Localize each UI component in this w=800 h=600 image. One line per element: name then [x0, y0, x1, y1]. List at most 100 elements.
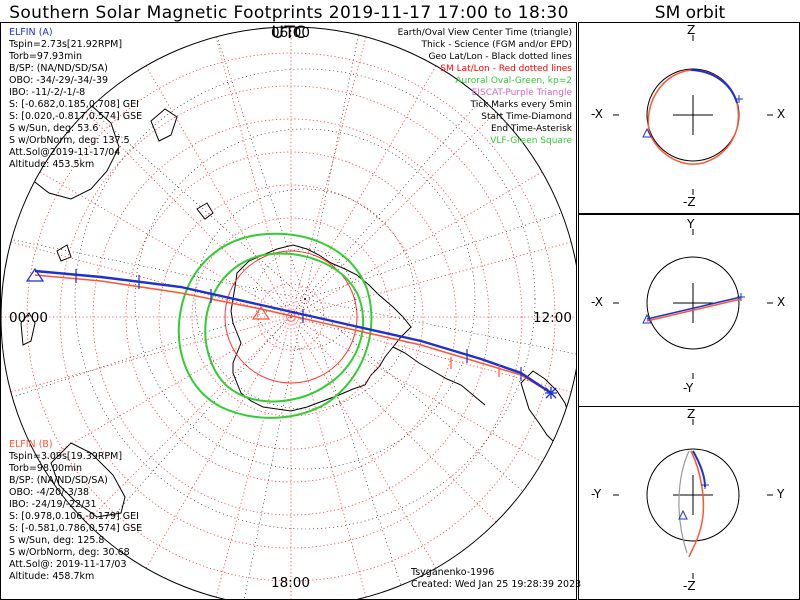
- legend-item: End Time-Asterisk: [490, 124, 572, 134]
- created-timestamp: Created: Wed Jan 25 19:28:39 2023: [411, 579, 582, 590]
- elfin-a-info-line: OBO: -34/-29/-34/-39: [9, 75, 109, 86]
- elfin-b-info-line: S w/Sun, deg: 125.8: [9, 535, 105, 546]
- sm-longitude-line: [140, 56, 292, 318]
- geo-longitude-line: [64, 86, 306, 300]
- elfin-a-sm-orbit: [690, 69, 738, 104]
- elfin-a-info-line: S: [0.020,-0.817,0.574] GSE: [9, 111, 143, 122]
- elfin-b-tick-marks: [450, 357, 500, 377]
- sm-yz-label-left: -Y: [591, 487, 602, 501]
- geo-longitude-line: [304, 298, 546, 512]
- elfin-a-info-line: IBO: -11/-2/-1/-8: [9, 87, 86, 98]
- footprint-map-panel: 06:00 00:00 12:00 18:00 ELFIN (A) Tspin=…: [0, 22, 581, 600]
- sm-orbit-panel-yz: Z -Z -Y Y: [578, 406, 800, 600]
- elfin-b-info-line: OBO: -4/20/-3/38: [9, 487, 90, 498]
- sm-yz-label-top: Z: [687, 407, 696, 421]
- legend-item: SM Lat/Lon - Red dotted lines: [440, 64, 572, 74]
- antarctic-peninsula: [392, 346, 486, 406]
- elfin-b-info-line: Torb=98.00min: [9, 463, 83, 474]
- footprint-map: [1, 26, 576, 599]
- geo-longitude-line: [202, 27, 306, 300]
- south-america-tip: [520, 370, 572, 446]
- new-zealand-outline: [150, 108, 178, 142]
- elfin-a-info: ELFIN (A) Tspin=2.73s[21.92RPM] Torb=97.…: [9, 27, 142, 171]
- sm-latitude-circle: [125, 151, 457, 483]
- elfin-b-info-line: B/SP: (NA/ND/SD/SA): [9, 475, 108, 486]
- elfin-a-info-line: B/SP: (NA/ND/SD/SA): [9, 63, 108, 74]
- sm-latitude-circle: [158, 184, 424, 450]
- sm-latitude-circle: [26, 52, 556, 582]
- sm-orbit-yz-plot: [613, 419, 773, 579]
- elfin-b-info: ELFIN (B) Tspin=3.09s[19.39RPM] Torb=98.…: [9, 439, 142, 583]
- sm-longitude-line: [1, 316, 292, 396]
- sm-latitude-circle: [92, 118, 490, 516]
- sm-longitude-line: [1, 238, 292, 318]
- mlt-label-right: 12:00: [533, 310, 572, 326]
- africa-tip: [50, 442, 126, 518]
- sm-orbit-panel-xz: Z -Z -X X: [578, 22, 800, 214]
- elfin-b-sm-orbit: [646, 298, 742, 322]
- mlt-label-top: 06:00: [271, 25, 310, 41]
- elfin-a-track: [34, 269, 552, 394]
- geo-longitude-line: [304, 298, 408, 599]
- geo-longitude-line: [1, 298, 306, 402]
- elfin-b-info-line: IBO: -24/19/-22/31: [9, 499, 97, 510]
- elfin-a-sm-start-triangle: [678, 509, 688, 520]
- geo-longitude-line: [304, 298, 576, 363]
- sm-latitude-circle: [191, 217, 391, 417]
- geo-longitude-line: [92, 298, 306, 540]
- sm-longitude-line: [212, 316, 292, 599]
- elfin-a-info-line: Att.Sol@2019-11-17/04: [9, 147, 121, 158]
- geo-longitude-line: [304, 58, 518, 300]
- legend-item: Earth/Oval View Center Time (triangle): [397, 28, 572, 38]
- elfin-a-name: ELFIN (A): [9, 27, 53, 38]
- elfin-a-sm-start-triangle: [642, 127, 652, 138]
- sm-longitude-line: [290, 316, 442, 578]
- elfin-a-sm-end-asterisk: [737, 293, 745, 301]
- legend-item: EISCAT-Purple Triangle: [471, 88, 572, 98]
- elfin-b-info-line: S: [0.978,0.106,-0.179] GEI: [9, 511, 139, 522]
- sm-latitude-circle: [224, 250, 358, 384]
- sm-xz-label-right: X: [777, 107, 786, 121]
- geo-longitude-line: [1, 235, 306, 300]
- elfin-a-sm-end-asterisk: [735, 95, 743, 103]
- southern-island-outline: [196, 202, 214, 220]
- elfin-a-info-line: Tspin=2.73s[21.92RPM]: [9, 39, 123, 50]
- sm-orbit-gray-trace: [678, 450, 690, 554]
- elfin-b-info-line: Tspin=3.09s[19.39RPM]: [9, 451, 123, 462]
- legend: Earth/Oval View Center Time (triangle) T…: [312, 27, 572, 157]
- southern-island-outline: [56, 244, 72, 262]
- mlt-label-bottom: 18:00: [271, 575, 310, 591]
- sm-xy-label-left: -X: [591, 295, 603, 309]
- model-credit: Tsyganenko-1996: [411, 567, 495, 578]
- auroral-oval-inner: [204, 252, 365, 403]
- sm-xz-label-top: Z: [687, 23, 696, 37]
- geo-longitude-line: [304, 196, 576, 300]
- legend-item: Geo Lat/Lon - Black dotted lines: [428, 52, 572, 62]
- geo-latitude-circle: [194, 188, 416, 410]
- sm-longitude-line: [290, 166, 552, 318]
- sm-orbit-xz-plot: [613, 35, 773, 195]
- sm-xz-label-left: -X: [591, 107, 603, 121]
- chart-title: Southern Solar Magnetic Footprints 2019-…: [9, 3, 569, 43]
- sm-orbit-panel-xy: Y -Y -X X: [578, 214, 800, 407]
- sm-latitude-circle: [59, 85, 523, 549]
- sm-xy-label-right: X: [777, 295, 786, 309]
- sm-longitude-line: [290, 238, 576, 318]
- elfin-a-info-line: S: [-0.682,0.185,0.708] GEI: [9, 99, 139, 110]
- sm-longitude-line: [290, 316, 370, 599]
- elfin-b-sm-orbit: [688, 450, 705, 558]
- sm-latitude-circle: [257, 283, 325, 351]
- elfin-a-info-line: S w/OrbNorm, deg: 137.5: [9, 135, 130, 146]
- legend-item: Start Time-Diamond: [481, 112, 572, 122]
- legend-item: Tick Marks every 5min: [470, 100, 572, 110]
- sm-xy-label-top: Y: [687, 217, 695, 231]
- sm-orbit-xy-plot: [613, 229, 773, 379]
- elfin-b-info-line: S w/OrbNorm, deg: 30.68: [9, 547, 130, 558]
- geo-latitude-circle: [254, 248, 356, 350]
- elfin-b-info-line: Altitude: 458.7km: [9, 571, 95, 582]
- elfin-b-info-line: S: [-0.581,0.786,0.574] GSE: [9, 523, 143, 534]
- geo-longitude-line: [241, 298, 306, 599]
- sm-xz-label-bottom: -Z: [683, 195, 696, 209]
- elfin-b-track: [34, 274, 552, 394]
- elfin-a-tick-marks: [75, 269, 522, 381]
